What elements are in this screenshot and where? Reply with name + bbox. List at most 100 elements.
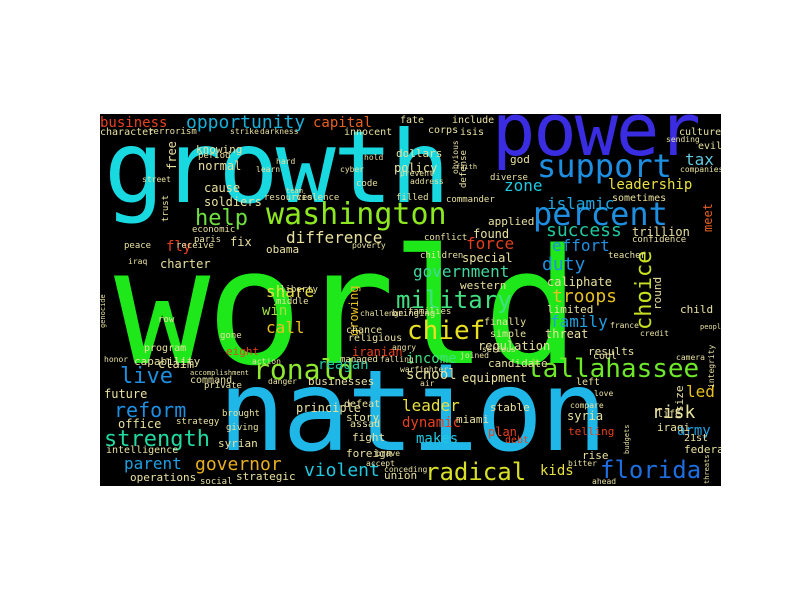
- word: dollars: [396, 148, 442, 159]
- word: debt: [505, 436, 529, 446]
- word: learn: [256, 166, 280, 174]
- word: street: [142, 176, 171, 184]
- word: row: [158, 316, 174, 325]
- word: threat: [545, 328, 588, 340]
- word: air: [420, 380, 434, 388]
- word: conflict: [424, 234, 467, 243]
- word: call: [266, 320, 305, 336]
- word: angry: [392, 344, 416, 352]
- word: peace: [124, 242, 151, 251]
- word: fate: [400, 116, 424, 126]
- word: threats: [704, 454, 711, 484]
- word: innocent: [344, 128, 392, 138]
- word: program: [144, 344, 186, 354]
- word: team: [286, 188, 303, 195]
- word: businesses: [308, 376, 374, 387]
- word: capability: [134, 356, 200, 367]
- word: integrity: [708, 345, 716, 388]
- word: serious: [482, 346, 516, 354]
- word: gone: [220, 332, 242, 341]
- word: conceding: [384, 466, 427, 474]
- word: bitter: [568, 460, 597, 468]
- word: duty: [542, 256, 585, 274]
- word: poverty: [352, 242, 386, 250]
- word: period: [198, 152, 231, 161]
- word: free: [166, 141, 178, 170]
- word: compare: [570, 402, 604, 410]
- word: round: [652, 277, 663, 310]
- word: cause: [204, 182, 240, 194]
- word: confidence: [632, 236, 686, 245]
- word: fight: [352, 432, 385, 443]
- word: falling: [380, 356, 414, 364]
- word: 21st: [684, 434, 708, 444]
- word: ahead: [592, 478, 616, 486]
- word: life: [657, 410, 681, 420]
- word: stable: [490, 402, 530, 413]
- word: strategy: [176, 418, 219, 427]
- word: chief: [407, 318, 485, 344]
- word: violence: [296, 194, 339, 203]
- word: soldiers: [204, 196, 262, 208]
- word: assad: [350, 420, 380, 430]
- word: parent: [124, 456, 182, 472]
- word: isis: [460, 128, 484, 138]
- word: filled: [396, 194, 429, 203]
- word: strategic: [236, 471, 296, 482]
- word: code: [356, 180, 378, 189]
- word: obama: [266, 244, 299, 255]
- word: hard: [276, 158, 295, 166]
- word: camera: [676, 354, 705, 362]
- word: meet: [702, 203, 714, 232]
- word: makes: [416, 432, 458, 446]
- word: normal: [198, 160, 241, 172]
- word: diverse: [490, 174, 528, 183]
- word: candidate: [488, 358, 548, 369]
- word: washington: [266, 200, 447, 230]
- word: effort: [552, 238, 610, 254]
- word: leadership: [608, 178, 692, 192]
- word: social: [200, 478, 233, 486]
- word: chance: [346, 326, 382, 336]
- word: caliphate: [547, 276, 612, 288]
- word: syrian: [218, 438, 258, 449]
- word: defeat: [344, 400, 380, 410]
- word: god: [510, 154, 530, 165]
- word: darkness: [260, 128, 299, 136]
- word: liberty: [280, 286, 318, 295]
- word: miami: [456, 414, 489, 425]
- word: special: [462, 252, 513, 264]
- word: sometimes: [612, 194, 666, 204]
- word-cloud: world nation growth power washington per…: [100, 114, 721, 486]
- word: action: [252, 358, 281, 366]
- word: character: [100, 128, 154, 138]
- word: federal: [684, 444, 721, 455]
- word: found: [473, 228, 509, 240]
- word: love: [594, 390, 613, 398]
- word: warfighter: [400, 366, 448, 374]
- word: trust: [162, 195, 171, 222]
- word: genocide: [100, 294, 107, 328]
- word: simple: [490, 330, 526, 340]
- word: intelligence: [106, 446, 178, 456]
- word: eight: [226, 346, 259, 357]
- word: cyber: [340, 166, 364, 174]
- word: operations: [130, 472, 196, 483]
- word: terrorism: [148, 128, 197, 137]
- word: france: [610, 322, 639, 330]
- word: left: [576, 378, 600, 388]
- word: fix: [230, 236, 252, 248]
- word: telling: [568, 426, 614, 437]
- word: government: [413, 264, 509, 280]
- word: economic: [192, 226, 235, 235]
- word: finally: [484, 318, 526, 328]
- word: giving: [226, 424, 259, 433]
- word: managed: [340, 356, 378, 365]
- word: budgets: [624, 424, 631, 454]
- word: corps: [428, 126, 458, 136]
- word: applied: [488, 216, 534, 227]
- word: future: [104, 388, 147, 400]
- word: challenge: [360, 310, 403, 318]
- word: faith: [456, 164, 477, 171]
- word: children: [420, 252, 463, 261]
